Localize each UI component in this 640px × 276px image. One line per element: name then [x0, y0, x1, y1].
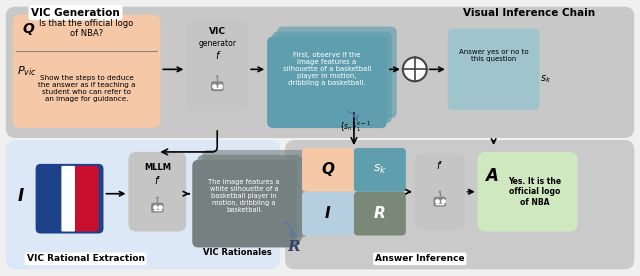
Text: VIC Generation: VIC Generation [31, 8, 120, 18]
FancyBboxPatch shape [129, 152, 186, 232]
FancyBboxPatch shape [192, 160, 297, 248]
FancyBboxPatch shape [211, 81, 223, 91]
FancyBboxPatch shape [186, 21, 248, 110]
FancyBboxPatch shape [13, 15, 161, 128]
Text: VIC Rational Extraction: VIC Rational Extraction [26, 254, 145, 263]
Text: generator: generator [198, 39, 236, 48]
Text: R: R [288, 240, 300, 254]
Text: $\{s_n\}_1^{k-1}$: $\{s_n\}_1^{k-1}$ [339, 119, 371, 134]
Text: MLLM: MLLM [144, 163, 171, 172]
Text: f': f' [436, 161, 443, 171]
FancyBboxPatch shape [302, 192, 354, 235]
Text: $s_k$: $s_k$ [540, 73, 551, 85]
Text: I: I [325, 206, 331, 221]
FancyBboxPatch shape [354, 192, 406, 235]
Text: f: f [216, 51, 219, 62]
FancyBboxPatch shape [433, 197, 446, 207]
FancyBboxPatch shape [477, 152, 577, 232]
Circle shape [403, 57, 427, 81]
FancyBboxPatch shape [197, 155, 302, 243]
Text: f': f' [154, 176, 161, 186]
Text: I: I [17, 187, 24, 205]
Text: Answer Inference: Answer Inference [375, 254, 465, 263]
Text: Answer yes or no to
this question: Answer yes or no to this question [459, 49, 529, 62]
Text: VIC: VIC [209, 27, 226, 36]
FancyBboxPatch shape [448, 28, 540, 110]
Text: Visual Inference Chain: Visual Inference Chain [463, 8, 596, 18]
Text: Is that the official logo
of NBA?: Is that the official logo of NBA? [40, 19, 134, 38]
FancyBboxPatch shape [73, 166, 99, 232]
Text: The image features a
white silhouette of a
basketball player in
motion, dribblin: The image features a white silhouette of… [209, 179, 280, 213]
Text: Q: Q [22, 22, 35, 36]
FancyBboxPatch shape [302, 148, 354, 192]
FancyBboxPatch shape [61, 166, 75, 232]
FancyBboxPatch shape [415, 154, 465, 230]
Text: Show the steps to deduce
the answer as if teaching a
student who can refer to
an: Show the steps to deduce the answer as i… [38, 75, 135, 102]
FancyBboxPatch shape [6, 7, 634, 138]
Text: A: A [485, 167, 498, 185]
FancyBboxPatch shape [267, 36, 387, 128]
FancyBboxPatch shape [151, 203, 164, 213]
Circle shape [216, 75, 218, 78]
FancyBboxPatch shape [272, 31, 392, 123]
FancyBboxPatch shape [36, 164, 104, 233]
FancyBboxPatch shape [6, 140, 280, 269]
Text: Yes. It is the
official logo
of NBA: Yes. It is the official logo of NBA [508, 177, 561, 207]
Circle shape [156, 197, 159, 199]
Text: $s_k$: $s_k$ [373, 163, 387, 176]
Text: Q: Q [321, 162, 335, 177]
Text: VIC Rationales: VIC Rationales [203, 248, 271, 257]
FancyBboxPatch shape [202, 150, 307, 237]
FancyBboxPatch shape [354, 148, 406, 192]
Circle shape [438, 191, 441, 193]
FancyBboxPatch shape [285, 140, 634, 269]
Text: R: R [374, 206, 386, 221]
Text: $P_{vic}$: $P_{vic}$ [17, 64, 36, 78]
FancyBboxPatch shape [277, 26, 397, 118]
Text: First, observe if the
image features a
silhouette of a basketball
player in moti: First, observe if the image features a s… [283, 52, 371, 86]
